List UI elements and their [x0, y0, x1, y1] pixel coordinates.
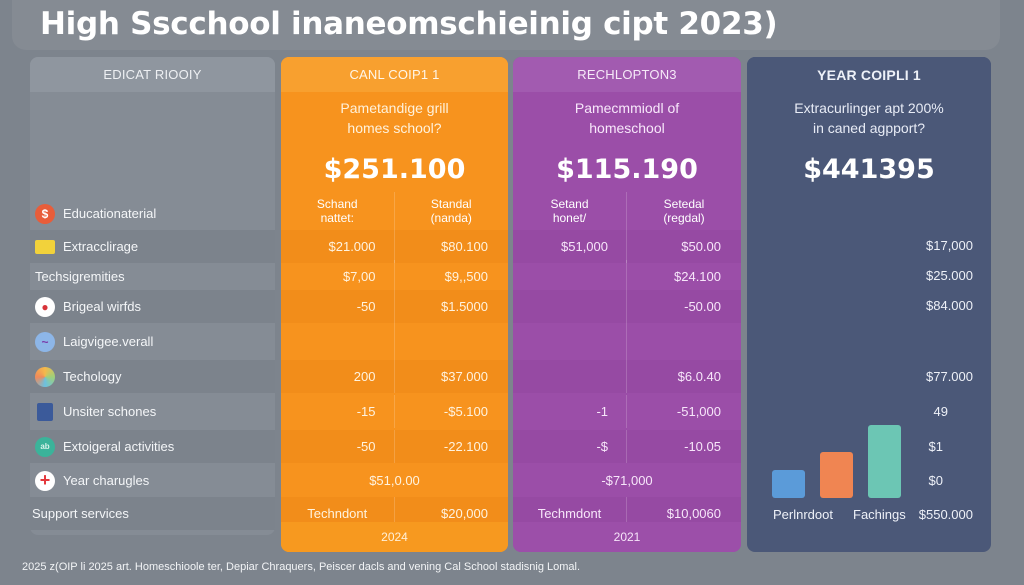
- table-row: [281, 323, 508, 360]
- activities-icon: ab: [35, 436, 55, 457]
- table-row: $51,000 $50.00: [513, 230, 741, 263]
- bar-label: Fachings: [853, 507, 906, 522]
- navy-value: $25.000: [926, 268, 973, 283]
- merged-row: $51,0.00: [369, 473, 420, 488]
- navy-value: $84.000: [926, 298, 973, 313]
- footer-caption: 2025 z(OIP li 2025 art. Homeschioole ter…: [22, 561, 581, 573]
- technology-icon: [35, 366, 55, 387]
- row-label-year-charges: + Year charugles: [30, 464, 275, 497]
- navy-column-total: $441395: [803, 154, 935, 185]
- row-label-language: ~ Laigvigee.verall: [30, 325, 275, 358]
- orange-column-total: $251.100: [323, 154, 466, 185]
- table-row: $21.000 $80.100: [281, 230, 508, 263]
- navy-value: $0: [928, 473, 943, 488]
- orange-column-subtitle: Pametandige grill homes school?: [340, 100, 449, 136]
- purple-plan-column: RECHLOPTON3 Pamecmmiodl of homeschool $1…: [513, 57, 741, 552]
- bar-label: Perlnrdoot: [773, 507, 833, 522]
- navy-value: $77.000: [926, 369, 973, 384]
- table-row: -15 -$5.100: [281, 395, 508, 428]
- book-icon: [37, 402, 53, 421]
- label-column-header: EDICAT RIOOIY: [30, 57, 275, 92]
- navy-value: $17,000: [926, 238, 973, 253]
- chart-bar-teal: [868, 425, 901, 498]
- card-icon: [35, 239, 55, 254]
- merged-row: -$71,000: [601, 473, 653, 488]
- orange-year-label: 2024: [281, 522, 508, 552]
- navy-column-header: YEAR COIPLI 1: [747, 57, 991, 92]
- navy-value: 49: [933, 404, 948, 419]
- table-row: [513, 323, 741, 360]
- row-label-educational-material: $ Educationaterial: [30, 197, 275, 230]
- orange-subheader: Schand nattet: Standal (nanda): [281, 192, 508, 230]
- flask-icon: ●: [35, 296, 55, 317]
- purple-column-total: $115.190: [556, 154, 698, 185]
- title-bar: High Sscchool inaneomschieinig cipt 2023…: [12, 0, 1000, 50]
- table-row: -$ -10.05: [513, 430, 741, 463]
- dollar-icon: $: [35, 203, 55, 224]
- mini-bar-chart: [772, 417, 912, 498]
- navy-summary-column: YEAR COIPLI 1 Extracurlinger apt 200% in…: [747, 57, 991, 552]
- table-row: $6.0.40: [513, 360, 741, 393]
- language-icon: ~: [35, 331, 55, 352]
- purple-column-subtitle: Pamecmmiodl of homeschool: [574, 100, 680, 136]
- table-row: $24.100: [513, 260, 741, 293]
- navy-value: $550.000: [918, 507, 973, 522]
- table-row: -50 $1.5000: [281, 290, 508, 323]
- purple-year-label: 2021: [513, 522, 741, 552]
- row-label-support-services: Support services: [30, 497, 275, 530]
- orange-column-header: CANL COIP1 1: [281, 57, 508, 92]
- purple-subheader: Setand honet/ Setedal (regdal): [513, 192, 741, 230]
- purple-column-header: RECHLOPTON3: [513, 57, 741, 92]
- row-label-technology: Techology: [30, 360, 275, 393]
- row-label-unsiter: Unsiter schones: [30, 395, 275, 428]
- table-row: -50.00: [513, 290, 741, 323]
- chart-bar-blue: [772, 470, 805, 498]
- table-row: -50 -22.100: [281, 430, 508, 463]
- medical-cross-icon: +: [35, 470, 55, 491]
- table-row: 200 $37.000: [281, 360, 508, 393]
- category-label-column: EDICAT RIOOIY $ Educationaterial Extracc…: [30, 57, 275, 535]
- table-row: -1 -51,000: [513, 395, 741, 428]
- navy-column-subtitle: Extracurlinger apt 200% in caned agpport…: [794, 100, 944, 136]
- row-label-extracurricular: Extracclirage: [30, 230, 275, 263]
- navy-value: $1: [928, 439, 943, 454]
- chart-bar-orange: [820, 452, 853, 498]
- row-label-activities: ab Extoigeral activities: [30, 430, 275, 463]
- orange-plan-column: CANL COIP1 1 Pametandige grill homes sch…: [281, 57, 508, 552]
- row-label-bridge: ● Brigeal wirfds: [30, 290, 275, 323]
- row-label-tech: Techsigremities: [35, 269, 125, 284]
- table-row: $7,00 $9,,500: [281, 260, 508, 293]
- page-title: High Sscchool inaneomschieinig cipt 2023…: [40, 6, 778, 42]
